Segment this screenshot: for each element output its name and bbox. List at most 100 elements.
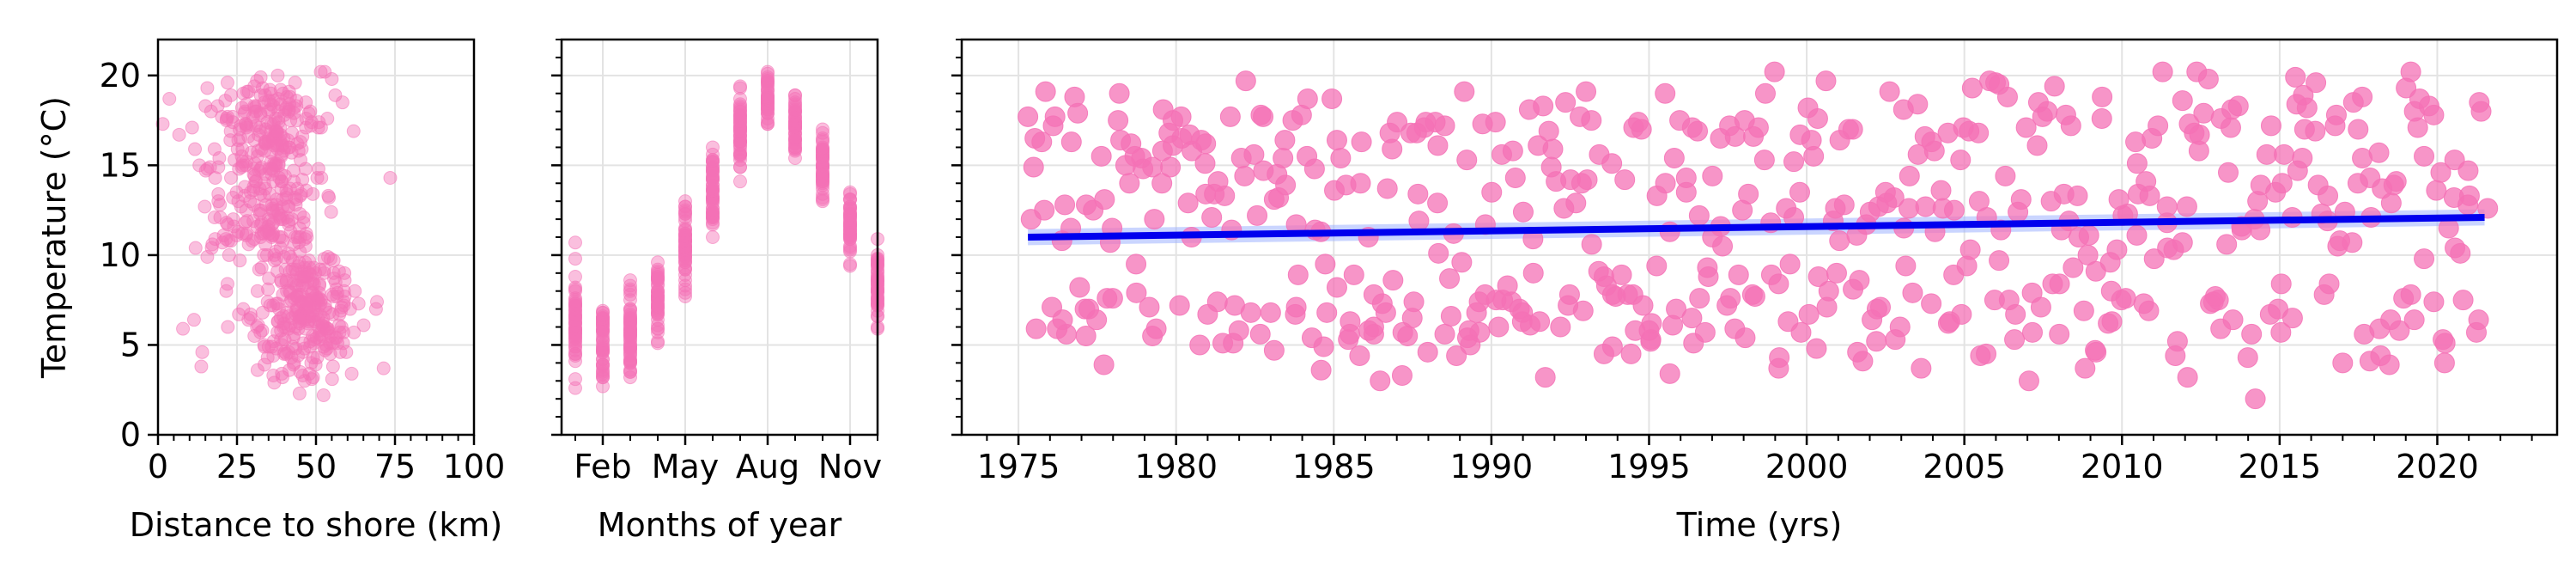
data-point xyxy=(305,329,319,343)
data-point xyxy=(2227,95,2249,117)
data-point xyxy=(651,284,665,298)
data-point xyxy=(212,151,227,165)
data-point xyxy=(623,354,637,369)
data-point xyxy=(1921,293,1942,314)
data-point xyxy=(1201,207,1223,228)
y-axis-title: Temperature (°C) xyxy=(35,96,73,379)
data-point xyxy=(219,232,234,247)
data-point xyxy=(316,320,331,334)
data-point xyxy=(2073,300,2094,321)
data-point xyxy=(1502,140,1523,162)
data-point xyxy=(252,262,266,277)
data-point xyxy=(1930,180,1952,201)
data-point xyxy=(370,295,385,309)
data-point xyxy=(299,120,313,135)
data-point xyxy=(733,124,747,138)
data-point xyxy=(623,309,637,323)
data-point xyxy=(1659,363,1680,384)
data-point xyxy=(320,250,335,264)
data-point xyxy=(330,290,344,303)
data-point xyxy=(1728,264,1749,285)
data-point xyxy=(293,230,307,244)
data-point xyxy=(1177,192,1199,214)
data-point xyxy=(1789,181,1811,203)
data-point xyxy=(2352,86,2373,107)
data-point xyxy=(1075,326,1097,346)
data-point xyxy=(289,266,304,280)
data-point xyxy=(1091,145,1112,167)
data-point xyxy=(623,282,637,296)
data-point xyxy=(234,149,249,163)
data-point xyxy=(1351,131,1372,153)
data-point xyxy=(2005,303,2026,325)
data-point xyxy=(623,349,637,363)
data-point xyxy=(296,270,311,284)
data-point xyxy=(816,171,829,185)
data-point xyxy=(219,284,234,298)
data-point xyxy=(843,257,857,272)
data-point xyxy=(1214,185,1236,206)
data-point xyxy=(246,162,261,176)
data-point xyxy=(1375,302,1396,323)
data-point xyxy=(293,244,307,259)
data-point xyxy=(322,191,337,205)
data-point xyxy=(1889,316,1911,338)
data-point xyxy=(1565,192,1587,214)
data-point xyxy=(2270,321,2292,343)
data-point xyxy=(325,307,340,321)
data-point xyxy=(253,217,268,232)
data-point xyxy=(247,329,262,343)
data-point xyxy=(251,318,265,333)
data-point xyxy=(308,357,323,372)
data-point xyxy=(1219,106,1241,127)
data-point xyxy=(2426,180,2447,201)
data-point xyxy=(1611,264,1632,285)
data-point xyxy=(1144,209,1165,230)
data-point xyxy=(188,142,203,156)
data-point xyxy=(1235,70,1256,92)
data-point xyxy=(1407,183,1429,205)
data-point xyxy=(2450,242,2471,264)
data-point xyxy=(568,313,582,327)
data-point xyxy=(243,194,258,209)
x-tick-label: 2020 xyxy=(2396,448,2479,485)
data-point xyxy=(162,92,177,106)
data-point xyxy=(200,81,215,95)
data-point xyxy=(678,262,692,277)
data-point xyxy=(310,171,325,185)
data-point xyxy=(1109,82,1130,104)
data-point xyxy=(568,354,582,369)
data-point xyxy=(2400,61,2421,82)
data-point xyxy=(1534,367,1556,388)
data-point xyxy=(678,282,692,296)
data-point xyxy=(1240,302,1261,323)
data-point xyxy=(253,203,268,217)
data-point xyxy=(1959,239,1981,260)
data-point xyxy=(219,216,234,230)
data-point xyxy=(1434,115,1455,137)
data-point xyxy=(2468,309,2489,331)
data-point xyxy=(2305,120,2326,142)
data-point xyxy=(1303,158,1325,180)
data-point xyxy=(1655,82,1676,104)
data-point xyxy=(1687,120,1709,142)
data-point xyxy=(1968,122,1990,143)
data-point xyxy=(291,143,306,158)
data-point xyxy=(1849,270,1870,291)
data-point xyxy=(596,357,610,372)
data-point xyxy=(257,176,271,191)
data-point xyxy=(307,314,322,329)
data-point xyxy=(275,338,289,352)
data-point xyxy=(651,318,665,333)
data-point xyxy=(243,117,258,131)
data-point xyxy=(253,106,268,120)
data-point xyxy=(1069,277,1091,298)
data-point xyxy=(346,124,361,138)
data-point xyxy=(2018,370,2039,392)
x-tick-label: 1975 xyxy=(977,448,1060,485)
data-point xyxy=(1316,302,1338,323)
data-point xyxy=(270,68,285,82)
data-point xyxy=(314,171,329,185)
data-point xyxy=(2078,224,2099,246)
data-point xyxy=(289,290,304,303)
